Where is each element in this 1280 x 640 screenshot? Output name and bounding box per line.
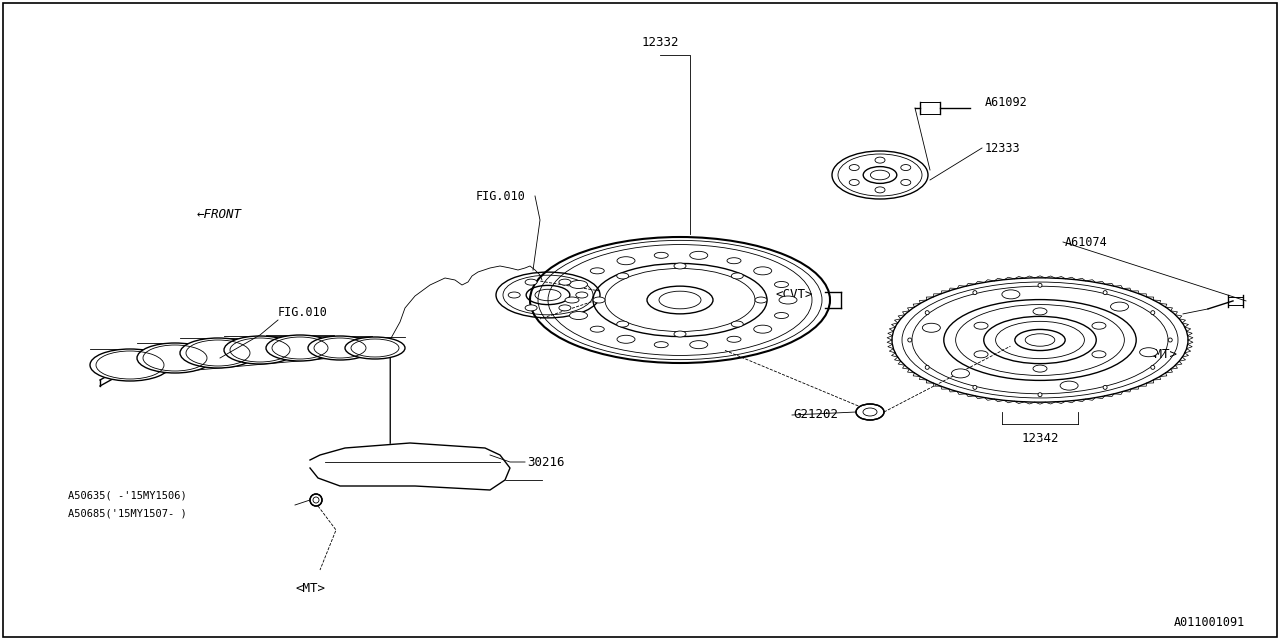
Circle shape xyxy=(310,494,323,506)
Circle shape xyxy=(1103,385,1107,389)
Text: FIG.010: FIG.010 xyxy=(476,189,526,202)
Ellipse shape xyxy=(690,252,708,259)
Ellipse shape xyxy=(525,279,538,285)
Ellipse shape xyxy=(727,258,741,264)
Ellipse shape xyxy=(1111,302,1129,311)
Ellipse shape xyxy=(849,179,859,186)
Circle shape xyxy=(1103,291,1107,294)
Text: A61092: A61092 xyxy=(986,97,1028,109)
Ellipse shape xyxy=(346,337,404,359)
Ellipse shape xyxy=(570,280,588,289)
Circle shape xyxy=(1151,365,1155,369)
Ellipse shape xyxy=(266,335,334,361)
Ellipse shape xyxy=(1033,308,1047,315)
Text: FIG.010: FIG.010 xyxy=(278,307,328,319)
Polygon shape xyxy=(310,443,509,490)
Text: <MT>: <MT> xyxy=(1148,349,1178,362)
Text: 12332: 12332 xyxy=(641,35,678,49)
Ellipse shape xyxy=(675,263,686,269)
Ellipse shape xyxy=(617,273,628,279)
Ellipse shape xyxy=(180,338,256,368)
Ellipse shape xyxy=(923,323,941,332)
Ellipse shape xyxy=(951,369,969,378)
Ellipse shape xyxy=(1092,351,1106,358)
Ellipse shape xyxy=(901,179,911,186)
Ellipse shape xyxy=(564,297,579,303)
Text: A50635( -'15MY1506): A50635( -'15MY1506) xyxy=(68,491,187,501)
Ellipse shape xyxy=(856,404,884,420)
Ellipse shape xyxy=(774,282,788,287)
Ellipse shape xyxy=(690,340,708,349)
Ellipse shape xyxy=(576,292,588,298)
Ellipse shape xyxy=(754,267,772,275)
Ellipse shape xyxy=(1033,365,1047,372)
Ellipse shape xyxy=(774,312,788,319)
Ellipse shape xyxy=(727,336,741,342)
Text: A61074: A61074 xyxy=(1065,236,1107,248)
Ellipse shape xyxy=(876,187,884,193)
Ellipse shape xyxy=(590,326,604,332)
Circle shape xyxy=(1151,310,1155,315)
Text: <MT>: <MT> xyxy=(294,582,325,595)
Circle shape xyxy=(1038,284,1042,287)
Ellipse shape xyxy=(508,292,520,298)
Ellipse shape xyxy=(570,312,588,319)
Circle shape xyxy=(973,291,977,294)
Text: G21202: G21202 xyxy=(794,408,838,422)
Ellipse shape xyxy=(1060,381,1078,390)
Circle shape xyxy=(908,338,911,342)
Ellipse shape xyxy=(90,349,170,381)
Ellipse shape xyxy=(654,342,668,348)
Ellipse shape xyxy=(901,164,911,170)
Ellipse shape xyxy=(590,268,604,274)
Ellipse shape xyxy=(731,321,744,327)
Ellipse shape xyxy=(876,157,884,163)
Text: <CVT>: <CVT> xyxy=(774,289,813,301)
Ellipse shape xyxy=(617,321,628,327)
Text: A50685('15MY1507- ): A50685('15MY1507- ) xyxy=(68,509,187,519)
Ellipse shape xyxy=(974,351,988,358)
Circle shape xyxy=(1038,393,1042,397)
Ellipse shape xyxy=(137,343,212,373)
Ellipse shape xyxy=(559,305,571,311)
Ellipse shape xyxy=(593,297,605,303)
Ellipse shape xyxy=(617,335,635,343)
Ellipse shape xyxy=(675,331,686,337)
Ellipse shape xyxy=(654,252,668,259)
Ellipse shape xyxy=(731,273,744,279)
Circle shape xyxy=(925,310,929,315)
Ellipse shape xyxy=(224,336,296,364)
Ellipse shape xyxy=(755,297,767,303)
Ellipse shape xyxy=(974,322,988,329)
Ellipse shape xyxy=(780,296,797,304)
Circle shape xyxy=(973,385,977,389)
Ellipse shape xyxy=(1139,348,1157,356)
Circle shape xyxy=(1169,338,1172,342)
Text: 12333: 12333 xyxy=(986,141,1020,154)
Text: A011001091: A011001091 xyxy=(1174,616,1245,628)
Text: 30216: 30216 xyxy=(527,456,564,468)
Text: 12342: 12342 xyxy=(1021,431,1059,445)
Ellipse shape xyxy=(1002,290,1020,299)
Ellipse shape xyxy=(308,336,372,360)
Text: ←FRONT: ←FRONT xyxy=(197,209,242,221)
Ellipse shape xyxy=(754,325,772,333)
Ellipse shape xyxy=(617,257,635,265)
Ellipse shape xyxy=(525,305,538,311)
Ellipse shape xyxy=(1092,322,1106,329)
Ellipse shape xyxy=(559,279,571,285)
Circle shape xyxy=(925,365,929,369)
Ellipse shape xyxy=(849,164,859,170)
